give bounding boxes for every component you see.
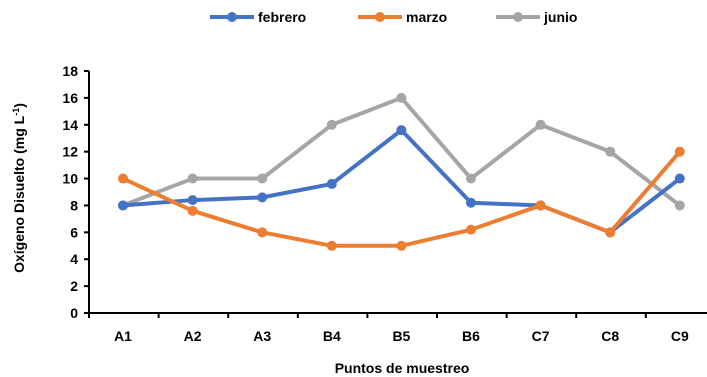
data-point-junio: [605, 146, 616, 157]
y-tick-label: 18: [62, 63, 78, 79]
legend-swatch-marker: [375, 12, 385, 22]
legend-item-junio: junio: [496, 9, 577, 25]
series-junio: [118, 92, 685, 211]
x-tick-label: C8: [601, 328, 619, 344]
series-layer: [118, 92, 685, 251]
x-tick-label: A1: [114, 328, 132, 344]
series-line-junio: [121, 95, 682, 208]
x-tick-label: B6: [462, 328, 480, 344]
data-point-junio: [326, 119, 337, 130]
x-tick-label: A2: [184, 328, 202, 344]
y-axis-title-main: Oxígeno Disuelto (mg L: [11, 115, 27, 273]
x-axis: A1 A2 A3 B4 B5 B6 C7 C8 C9: [88, 312, 707, 344]
x-axis-title: Puntos de muestreo: [335, 360, 470, 376]
data-point-marzo: [605, 227, 616, 238]
data-point-junio: [257, 173, 268, 184]
y-tick-label: 6: [70, 224, 78, 240]
y-axis: 0 2 4 6 8 10 12 14 16 18: [62, 63, 90, 321]
x-tick-label: A3: [253, 328, 271, 344]
x-tick-label: C7: [532, 328, 550, 344]
series-febrero: [118, 125, 685, 238]
y-tick-label: 0: [70, 305, 78, 321]
data-point-febrero: [118, 200, 128, 211]
series-marzo: [118, 146, 685, 251]
legend-label: junio: [543, 9, 577, 25]
y-tick-label: 10: [62, 171, 78, 187]
data-point-marzo: [118, 173, 128, 184]
data-point-marzo: [674, 146, 685, 157]
data-point-junio: [396, 92, 407, 103]
data-point-febrero: [396, 125, 407, 136]
legend-item-marzo: marzo: [358, 9, 447, 25]
x-tick-label: B5: [392, 328, 410, 344]
data-point-marzo: [396, 240, 407, 251]
data-point-febrero: [257, 192, 268, 203]
data-point-febrero: [674, 173, 685, 184]
data-point-junio: [187, 173, 198, 184]
x-tick-label: C9: [671, 328, 689, 344]
y-tick-label: 4: [70, 251, 78, 267]
y-axis-title-superscript: -1: [11, 108, 21, 116]
data-point-febrero: [466, 197, 476, 208]
data-point-marzo: [257, 227, 268, 238]
y-axis-title-close: ): [11, 103, 27, 108]
data-point-marzo: [535, 200, 546, 211]
y-tick-label: 16: [62, 90, 78, 106]
data-point-marzo: [466, 224, 476, 235]
legend-swatch-marker: [513, 12, 523, 22]
y-tick-label: 14: [62, 117, 78, 133]
data-point-junio: [466, 173, 476, 184]
data-point-febrero: [326, 178, 337, 189]
data-point-junio: [535, 119, 546, 130]
x-tick-label: B4: [323, 328, 341, 344]
legend-swatch-marker: [227, 12, 237, 22]
y-tick-label: 2: [70, 278, 78, 294]
legend-label: marzo: [406, 9, 447, 25]
y-tick-label: 8: [70, 197, 78, 213]
data-point-febrero: [187, 195, 198, 206]
data-point-junio: [674, 200, 685, 211]
data-point-marzo: [326, 240, 337, 251]
legend: febrero marzo junio: [210, 9, 577, 25]
data-point-marzo: [187, 205, 198, 216]
legend-label: febrero: [258, 9, 306, 25]
legend-item-febrero: febrero: [210, 9, 306, 25]
y-tick-label: 12: [62, 144, 78, 160]
y-axis-title: Oxígeno Disuelto (mg L-1): [11, 103, 27, 273]
